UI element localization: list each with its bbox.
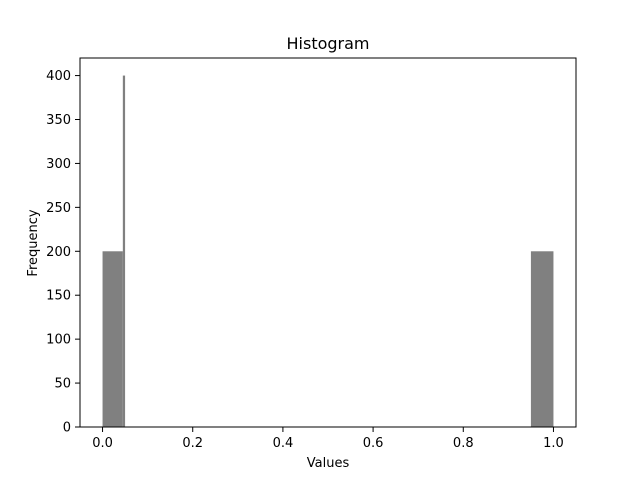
x-tick-label: 0.2 <box>182 436 203 451</box>
x-axis: 0.0 0.2 0.4 0.6 0.8 1.0 <box>92 427 564 451</box>
y-tick-label: 150 <box>46 289 71 304</box>
chart-title: Histogram <box>287 34 370 53</box>
histogram-bar-1 <box>102 251 123 427</box>
x-tick-label: 0.8 <box>453 436 474 451</box>
histogram-bar-2 <box>122 75 126 428</box>
x-tick-label: 1.0 <box>543 436 564 451</box>
bars-group <box>102 75 554 428</box>
y-tick-label: 0 <box>63 421 71 436</box>
y-tick-label: 300 <box>46 157 71 172</box>
y-tick-label: 100 <box>46 333 71 348</box>
y-tick-label: 350 <box>46 113 71 128</box>
y-axis-label: Frequency <box>26 209 41 276</box>
y-tick-label: 200 <box>46 245 71 260</box>
y-tick-label: 250 <box>46 201 71 216</box>
plot-frame <box>79 57 577 428</box>
y-axis: 0 50 100 150 200 250 300 350 400 <box>46 69 80 436</box>
x-tick-label: 0.6 <box>363 436 384 451</box>
x-tick-label: 0.0 <box>92 436 113 451</box>
y-tick-label: 50 <box>54 377 71 392</box>
x-axis-label: Values <box>307 456 350 471</box>
y-tick-label: 400 <box>46 69 71 84</box>
histogram-bar-3 <box>530 251 554 427</box>
x-tick-label: 0.4 <box>273 436 294 451</box>
